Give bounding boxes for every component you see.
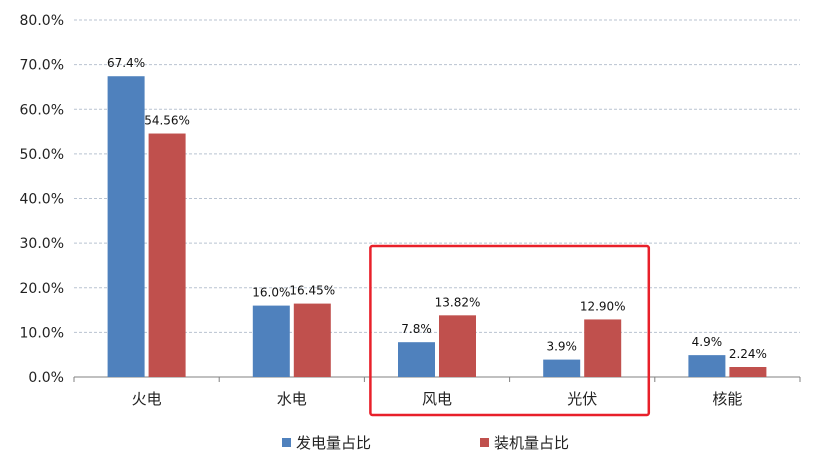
data-label: 4.9% [692,335,723,349]
y-tick-label: 20.0% [20,281,64,297]
bar-capacity [439,315,476,377]
y-tick-label: 60.0% [20,102,64,118]
data-label: 12.90% [580,299,626,313]
bar-capacity [148,133,186,377]
y-tick-label: 30.0% [20,236,64,252]
data-label: 3.9% [546,340,577,354]
bar-generation [688,355,726,377]
legend-label: 发电量占比 [296,434,371,452]
bar-capacity [584,319,622,377]
y-tick-label: 80.0% [20,13,64,29]
category-labels: 火电 水电 风电 光伏 核能 [132,390,743,408]
bar-capacity [729,367,767,377]
category-label: 水电 [277,390,307,408]
category-label: 风电 [422,390,452,408]
legend: 发电量占比 装机量占比 [282,434,569,452]
legend-swatch [282,438,291,447]
y-tick-label: 50.0% [20,147,64,163]
data-label: 54.56% [144,114,190,128]
y-tick-label: 10.0% [20,325,64,341]
data-labels: 67.4% 54.56% 16.0% 16.45% 7.8%13.82% 3.9% 12.9… [107,56,767,361]
category-label: 核能 [712,390,742,408]
data-label: 67.4% [107,56,145,70]
bar-generation [398,342,435,377]
data-label: 16.45% [289,284,335,298]
category-label: 火电 [132,390,162,408]
gridlines [74,19,800,333]
bar-generation [543,359,581,377]
x-axis-tick-marks [73,377,801,382]
y-tick-label: 70.0% [20,58,64,74]
y-axis-ticks: 0.0% 10.0% 20.0% 30.0% 40.0% 50.0% 60.0% 70.0% 8… [20,13,64,386]
data-label: 2.24% [729,347,767,361]
highlight-box [369,244,651,417]
data-label: 16.0% [252,286,290,300]
legend-swatch [480,438,489,447]
y-tick-label: 40.0% [20,192,64,208]
bars [107,76,767,377]
bar-capacity [293,303,331,377]
data-label: 7.8% [401,322,432,336]
legend-label: 装机量占比 [494,434,569,452]
bar-generation [107,76,145,377]
data-label: 13.82% [435,295,481,309]
y-tick-label: 0.0% [28,370,64,386]
category-label: 光伏 [567,390,597,408]
bar-generation [252,305,290,377]
